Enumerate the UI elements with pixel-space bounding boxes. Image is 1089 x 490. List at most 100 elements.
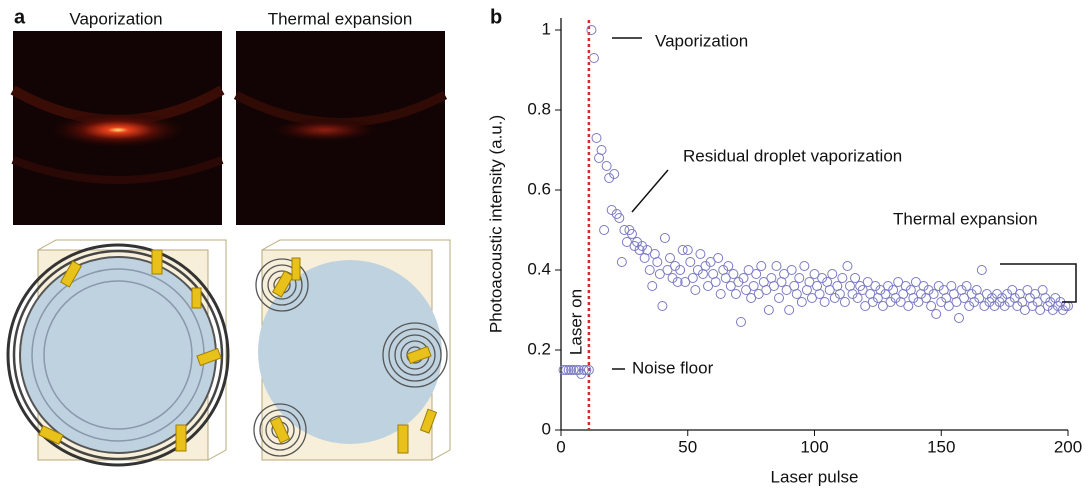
point xyxy=(834,289,845,299)
point xyxy=(976,265,987,275)
point xyxy=(677,245,688,255)
point xyxy=(621,237,632,247)
point xyxy=(804,277,815,287)
point xyxy=(654,269,665,279)
point xyxy=(819,297,830,307)
point xyxy=(1035,305,1046,315)
annotation: Thermal expansion xyxy=(893,209,1038,228)
point xyxy=(626,229,637,239)
point xyxy=(685,257,696,267)
point xyxy=(763,305,774,315)
y-tick-label: 0.6 xyxy=(527,179,551,198)
point xyxy=(903,301,914,311)
point xyxy=(690,285,701,295)
point xyxy=(961,281,972,291)
y-tick-label: 1 xyxy=(542,19,551,38)
point xyxy=(799,261,810,271)
point xyxy=(751,269,762,279)
x-tick-label: 0 xyxy=(556,437,565,456)
point xyxy=(814,289,825,299)
point xyxy=(705,257,716,267)
point xyxy=(619,225,630,235)
point xyxy=(652,257,663,267)
y-tick-label: 0.2 xyxy=(527,339,551,358)
x-tick-label: 50 xyxy=(678,437,697,456)
point xyxy=(665,253,676,263)
diagram-thermal xyxy=(253,239,451,461)
scatter-chart: 0 0.2 0.4 0.6 0.8 1 0 50 100 150 200 Laser pulse Pho… xyxy=(486,18,1082,486)
panel-label: a xyxy=(14,6,26,28)
point xyxy=(746,293,757,303)
y-tick-label: 0.4 xyxy=(527,259,551,278)
point xyxy=(578,365,589,375)
point xyxy=(642,245,653,255)
point xyxy=(837,273,848,283)
point xyxy=(926,301,937,311)
point xyxy=(601,161,612,171)
point xyxy=(583,365,594,375)
point xyxy=(672,277,683,287)
point xyxy=(563,365,574,375)
point xyxy=(743,265,754,275)
annotation-leader xyxy=(1000,263,1077,303)
panel-title: Thermal expansion xyxy=(268,9,413,28)
x-tick-label: 100 xyxy=(800,437,828,456)
x-tick-label: 200 xyxy=(1054,437,1082,456)
point xyxy=(910,277,921,287)
diagram-vaporization xyxy=(6,239,230,467)
x-axis-label: Laser pulse xyxy=(771,467,859,486)
point xyxy=(599,225,610,235)
point xyxy=(852,293,863,303)
point xyxy=(857,285,868,295)
point xyxy=(761,285,772,295)
point xyxy=(695,249,706,259)
point xyxy=(748,281,759,291)
point xyxy=(675,265,686,275)
point xyxy=(796,297,807,307)
annotation: Noise floor xyxy=(632,358,714,377)
point xyxy=(786,265,797,275)
point xyxy=(659,233,670,243)
point xyxy=(943,301,954,311)
point xyxy=(657,301,668,311)
point xyxy=(974,293,985,303)
point xyxy=(877,301,888,311)
point xyxy=(588,53,599,63)
x-tick-label: 150 xyxy=(927,437,955,456)
point xyxy=(774,293,785,303)
point xyxy=(791,289,802,299)
point xyxy=(614,213,625,223)
point xyxy=(561,365,572,375)
point xyxy=(710,277,721,287)
point xyxy=(928,289,939,299)
y-tick-label: 0.8 xyxy=(527,99,551,118)
point xyxy=(842,261,853,271)
point xyxy=(644,265,655,275)
point xyxy=(616,257,627,267)
heatmap-vaporization xyxy=(10,31,225,225)
point xyxy=(558,365,569,375)
point xyxy=(860,301,871,311)
annotation-leader xyxy=(631,169,669,213)
point xyxy=(827,269,838,279)
point xyxy=(839,297,850,307)
point xyxy=(824,285,835,295)
y-axis-label: Photoacoustic intensity (a.u.) xyxy=(486,115,505,333)
point xyxy=(568,365,579,375)
y-tick-label: 0 xyxy=(542,419,551,438)
point xyxy=(596,145,607,155)
heatmap-thermal xyxy=(233,31,448,225)
point xyxy=(753,289,764,299)
point xyxy=(682,245,693,255)
point xyxy=(893,277,904,287)
point xyxy=(662,265,673,275)
point xyxy=(687,273,698,283)
point xyxy=(768,281,779,291)
point xyxy=(953,313,964,323)
point xyxy=(784,305,795,315)
point xyxy=(809,269,820,279)
point xyxy=(566,365,577,375)
point xyxy=(720,273,731,283)
point xyxy=(586,25,597,35)
